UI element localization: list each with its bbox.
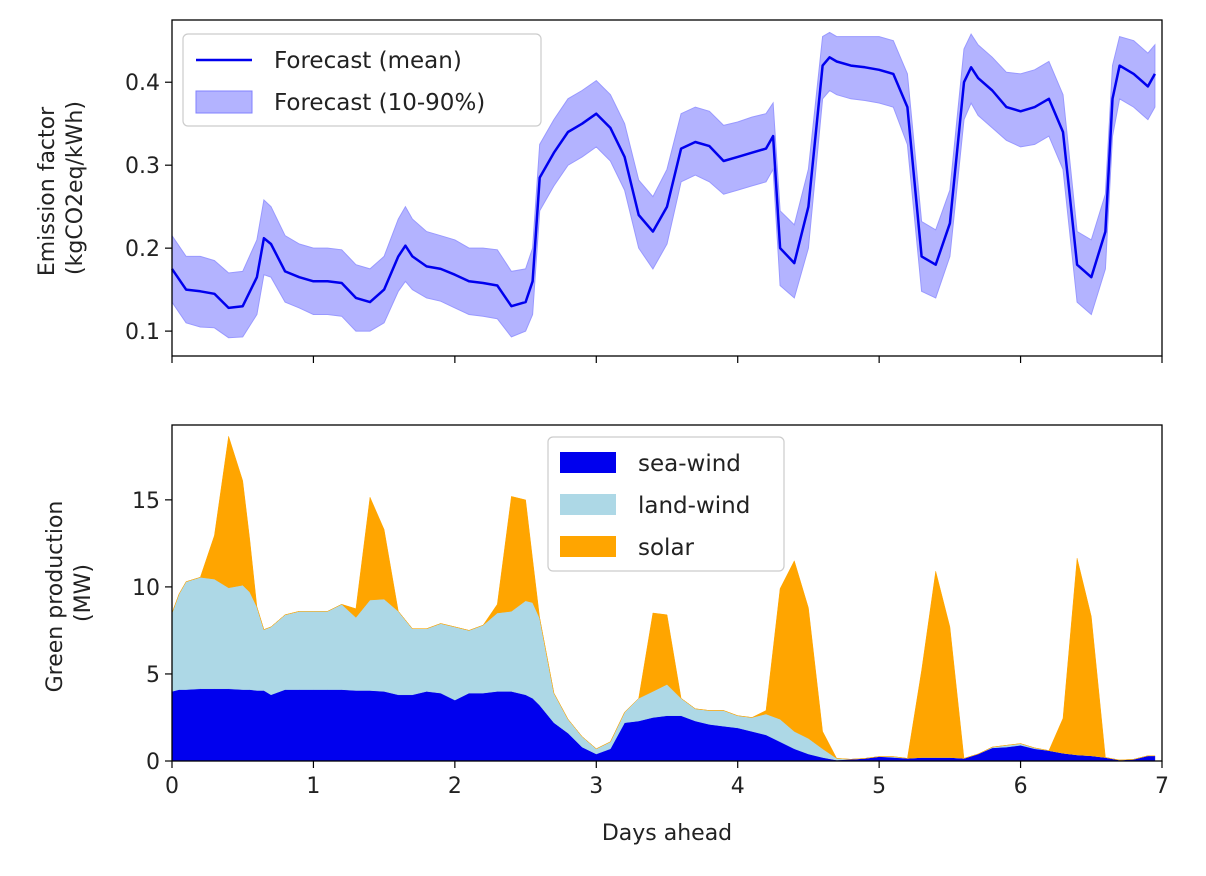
- forecast-mean-line: [170, 56, 1156, 310]
- emission-factor-y-axis-label-line-2: (kgCO2eq/kWh): [63, 101, 88, 275]
- emission-factor-y-tick-label: 0.3: [125, 154, 160, 179]
- legend-sea-wind-swatch: [560, 452, 616, 473]
- green-production-y-axis-label-line-1: Green production: [43, 501, 68, 693]
- legend-land-wind-swatch: [560, 494, 616, 515]
- green-production-x-tick-label: 1: [306, 774, 320, 799]
- green-production-y-axis-label: Green production (MW): [43, 494, 96, 693]
- emission-factor-panel: 0.1 0.2 0.3 0.4 Emission factor (kgCO2eq/kW…: [35, 19, 1163, 363]
- green-production-legend: sea-wind land-wind solar: [547, 436, 785, 572]
- green-production-x-tick-label: 7: [1155, 774, 1169, 799]
- green-production-y-axis-label-line-2: (MW): [71, 564, 96, 622]
- emission-factor-y-tick-label: 0.1: [125, 320, 160, 345]
- green-production-y-tick-label: 5: [146, 663, 160, 688]
- emission-factor-y-axis-label: Emission factor (kgCO2eq/kWh): [35, 100, 88, 276]
- emission-factor-x-ticks: [171, 356, 1163, 363]
- emission-factor-y-ticks: 0.1 0.2 0.3 0.4: [125, 71, 172, 345]
- legend-band-label: Forecast (10-90%): [274, 90, 485, 116]
- legend-band-swatch: [195, 90, 253, 114]
- legend-sea-wind-label: sea-wind: [638, 451, 741, 477]
- green-production-y-tick-label: 0: [146, 750, 160, 775]
- emission-factor-plot-area: [170, 31, 1156, 339]
- legend-land-wind-label: land-wind: [638, 493, 750, 519]
- green-production-x-tick-label: 4: [731, 774, 745, 799]
- emission-factor-legend: Forecast (mean) Forecast (10-90%): [182, 33, 542, 127]
- green-production-x-tick-label: 2: [448, 774, 462, 799]
- green-production-x-tick-label: 5: [872, 774, 886, 799]
- legend-solar-swatch: [560, 536, 616, 557]
- emission-factor-y-tick-label: 0.2: [125, 237, 160, 262]
- green-production-y-tick-label: 15: [132, 489, 160, 514]
- green-production-x-tick-label: 0: [165, 774, 179, 799]
- legend-solar-label: solar: [638, 535, 695, 561]
- green-production-x-tick-label: 6: [1014, 774, 1028, 799]
- green-production-x-tick-label: 3: [589, 774, 603, 799]
- emission-factor-legend-box: [182, 33, 542, 127]
- green-production-panel: 0 1 2 3 4 5 6 7 0 5 10 15 Green production (MW) Da…: [43, 424, 1169, 846]
- x-axis-label: Days ahead: [602, 821, 732, 846]
- emission-factor-axes-frame: [171, 19, 1163, 357]
- green-production-x-ticks: 0 1 2 3 4 5 6 7: [165, 761, 1169, 799]
- emission-factor-y-axis-label-line-1: Emission factor: [35, 106, 60, 276]
- green-production-y-tick-label: 10: [132, 576, 160, 601]
- solar-area: [171, 436, 1155, 761]
- green-production-axes-frame: [171, 424, 1163, 762]
- emission-factor-y-tick-label: 0.4: [125, 71, 160, 96]
- legend-mean-label: Forecast (mean): [274, 48, 462, 74]
- green-production-y-ticks: 0 5 10 15: [132, 489, 172, 775]
